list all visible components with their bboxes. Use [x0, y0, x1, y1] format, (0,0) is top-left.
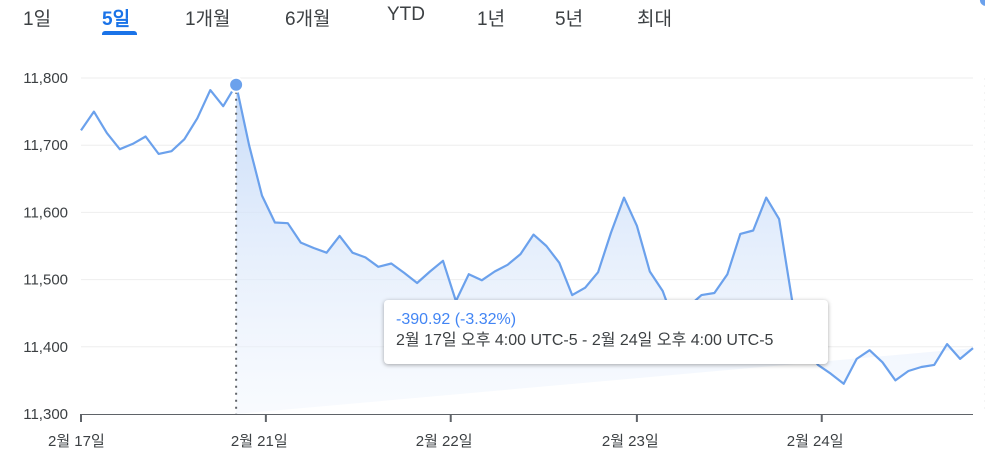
x-tick-label: 2월 17일: [48, 433, 105, 450]
tab-5-day[interactable]: 5일: [102, 9, 131, 30]
x-axis-ticks: 2월 17일 2월 21일 2월 22일 2월 23일 2월 24일: [48, 414, 844, 450]
tab-1-month[interactable]: 1개월: [185, 9, 231, 30]
tab-1-year[interactable]: 1년: [477, 9, 506, 30]
tooltip-change-value: -390.92 (-3.32%): [396, 311, 517, 328]
x-tick-label: 2월 23일: [602, 433, 659, 450]
tab-1-day[interactable]: 1일: [23, 9, 52, 30]
y-tick-label: 11,400: [23, 339, 68, 356]
y-tick-label: 11,500: [23, 272, 68, 289]
tab-max[interactable]: 최대: [637, 9, 672, 30]
price-series-line: [80, 83, 974, 385]
x-tick-label: 2월 22일: [416, 433, 473, 450]
active-tab-indicator: [102, 31, 137, 35]
x-tick-label: 2월 24일: [787, 433, 844, 450]
time-range-tabs: 1일 5일 1개월 6개월 YTD 1년 5년 최대: [0, 0, 985, 40]
y-axis-ticks: 11,800 11,700 11,600 11,500 11,400 11,300: [23, 70, 68, 423]
tooltip-date-range: 2월 17일 오후 4:00 UTC-5 - 2월 24일 오후 4:00 UT…: [396, 332, 774, 349]
x-tick-label: 2월 21일: [231, 433, 288, 450]
selection-tooltip: -390.92 (-3.32%) 2월 17일 오후 4:00 UTC-5 - …: [384, 300, 828, 364]
y-tick-label: 11,800: [23, 70, 68, 87]
y-tick-label: 11,600: [23, 204, 68, 221]
selection-end-point[interactable]: [977, 0, 985, 8]
tab-6-month[interactable]: 6개월: [285, 9, 331, 30]
y-tick-label: 11,700: [23, 137, 68, 154]
tab-ytd[interactable]: YTD: [387, 4, 425, 25]
selection-start-point[interactable]: [228, 76, 245, 93]
tab-5-year[interactable]: 5년: [555, 9, 584, 30]
y-tick-label: 11,300: [23, 406, 68, 423]
